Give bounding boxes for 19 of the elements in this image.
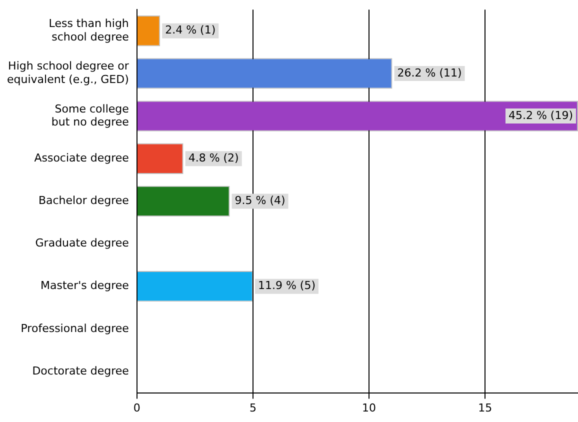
y-tick-label: Bachelor degree xyxy=(38,194,130,208)
data-label: 45.2 % (19) xyxy=(508,108,574,122)
data-label: 26.2 % (11) xyxy=(397,66,462,80)
y-tick-label: Some college but no degree xyxy=(51,102,130,129)
x-tick-label: 0 xyxy=(133,401,140,414)
y-tick-label: Less than high school degree xyxy=(48,17,130,44)
x-tick-label: 15 xyxy=(478,401,492,414)
data-label: 11.9 % (5) xyxy=(258,279,316,292)
y-tick-label: Professional degree xyxy=(20,322,130,335)
y-tick-label: Master's degree xyxy=(40,279,130,292)
data-label: 9.5 % (4) xyxy=(234,194,286,208)
data-label: 4.8 % (2) xyxy=(188,151,239,164)
x-tick-label: 10 xyxy=(362,401,376,414)
y-tick-label: Doctorate degree xyxy=(32,364,130,378)
y-tick-label: Graduate degree xyxy=(35,236,130,250)
y-tick-label: High school degree or equivalent (e.g., GED) xyxy=(6,60,130,86)
data-label: 2.4 % (1) xyxy=(165,24,216,37)
y-tick-label: Associate degree xyxy=(34,151,130,164)
x-tick-label: 5 xyxy=(249,401,256,414)
